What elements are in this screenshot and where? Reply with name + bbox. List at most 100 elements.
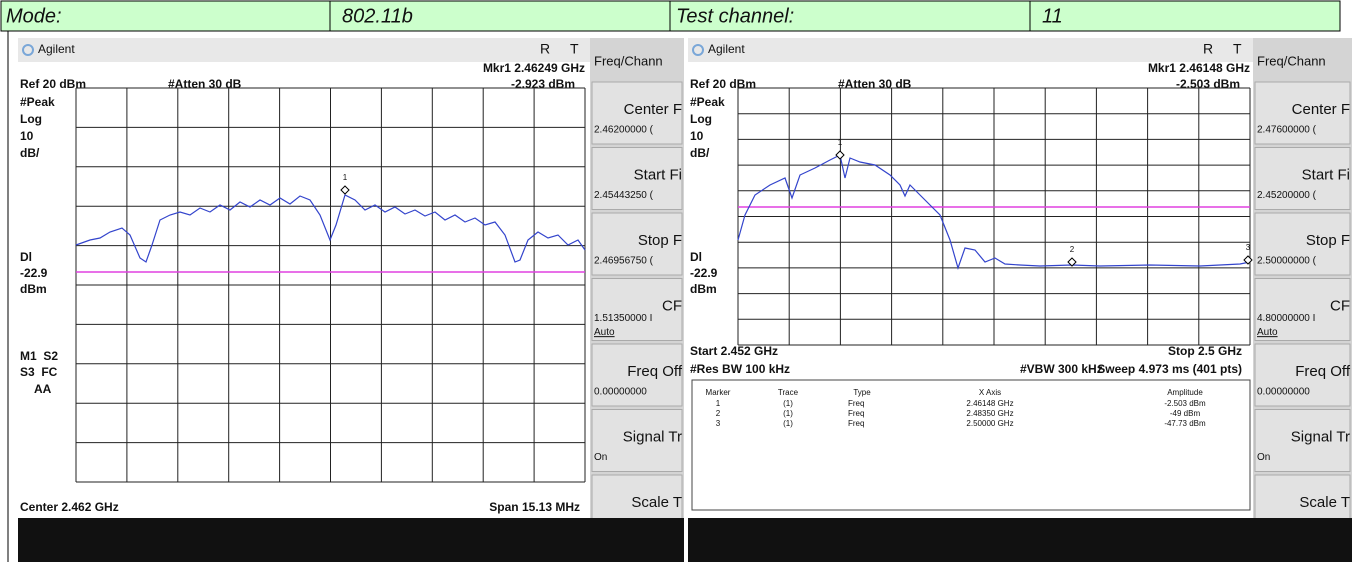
- marker-diamond: [340, 185, 350, 195]
- softkey-name: Scale T: [631, 494, 682, 511]
- softkey-value: 2.45200000 (: [1257, 190, 1317, 201]
- side-label: -22.9: [20, 266, 48, 280]
- side-label: #Peak: [690, 95, 725, 109]
- marker-table: [691, 379, 1251, 511]
- table-cell: Freq: [848, 399, 864, 408]
- bottom-label: Center 2.462 GHz: [20, 500, 119, 514]
- softkey-sub: Auto: [1257, 327, 1278, 338]
- softkey-name: Freq Off: [1295, 363, 1351, 380]
- softkey[interactable]: [1254, 212, 1351, 276]
- softkey-value: 2.47600000 (: [1257, 125, 1317, 136]
- softkey-name: Signal Tr: [1291, 428, 1350, 445]
- softkey[interactable]: [591, 212, 683, 276]
- side-label: Dl: [20, 250, 32, 264]
- header-cell: [1029, 0, 1341, 32]
- softkey[interactable]: [1254, 343, 1351, 407]
- table-cell: -2.503 dBm: [1164, 399, 1206, 408]
- marker-diamond: [1243, 255, 1253, 265]
- bottom-label: Span 15.13 MHz: [489, 500, 580, 514]
- softkey[interactable]: [1254, 81, 1351, 145]
- side-label: S3 FC: [20, 365, 58, 379]
- brand-icon: [22, 44, 34, 56]
- trace: [737, 154, 1251, 270]
- table-cell: Freq: [848, 409, 864, 418]
- side-label: 10: [690, 129, 704, 143]
- side-label: AA: [34, 382, 52, 396]
- header-cell: [669, 0, 1031, 32]
- softkey-name: Scale T: [1299, 494, 1350, 511]
- side-label: #Peak: [20, 95, 55, 109]
- header-value: 11: [1042, 5, 1063, 27]
- brand-icon: [692, 44, 704, 56]
- header-cell: [329, 0, 671, 32]
- table-cell: 3: [716, 419, 721, 428]
- softkey-value: 1.51350000 I: [594, 313, 652, 324]
- side-label: dBm: [690, 282, 717, 296]
- header-label: Mode:: [6, 5, 62, 27]
- softkey-value: 0.00000000: [594, 387, 647, 398]
- softkey-value: On: [1257, 452, 1270, 463]
- softkey[interactable]: [591, 81, 683, 145]
- softkey[interactable]: [591, 343, 683, 407]
- softkey-name: Center F: [624, 101, 682, 118]
- status-bar: [688, 518, 1352, 562]
- softkey[interactable]: [1254, 409, 1351, 472]
- attenuation: #Atten 30 dB: [838, 77, 912, 91]
- table-cell: 2.46148 GHz: [966, 399, 1013, 408]
- table-header: Amplitude: [1167, 388, 1203, 397]
- ref-level: Ref 20 dBm: [20, 77, 86, 91]
- softkey-value: 0.00000000: [1257, 387, 1310, 398]
- softkey-value: Log: [594, 518, 611, 529]
- table-header: Type: [853, 388, 871, 397]
- table-cell: 2.50000 GHz: [966, 419, 1013, 428]
- side-label: dB/: [690, 146, 710, 160]
- marker-readout: Mkr1 2.46249 GHz: [483, 61, 585, 75]
- table-cell: Freq: [848, 419, 864, 428]
- marker-diamond: [1067, 257, 1077, 267]
- header-cell: [0, 0, 331, 32]
- side-label: -22.9: [690, 266, 718, 280]
- softkey[interactable]: [591, 278, 683, 341]
- bottom-label: Stop 2.5 GHz: [1168, 344, 1242, 358]
- header-row: [0, 0, 1341, 32]
- table-cell: 2.48350 GHz: [966, 409, 1013, 418]
- ref-level: Ref 20 dBm: [690, 77, 756, 91]
- softkey[interactable]: [1254, 278, 1351, 341]
- side-label: 10: [20, 129, 34, 143]
- softkey[interactable]: [591, 409, 683, 472]
- softkey-value: On: [594, 452, 607, 463]
- side-label: M1 S2: [20, 349, 58, 363]
- bottom-label: Sweep 4.973 ms (401 pts): [1097, 362, 1242, 376]
- table-cell: 2: [716, 409, 721, 418]
- brand: Agilent: [708, 42, 745, 56]
- softkey-value: 2.46956750 (: [594, 256, 654, 267]
- table-header: Trace: [778, 388, 799, 397]
- bottom-label: #VBW 300 kHz: [1020, 362, 1103, 376]
- marker-diamond: [835, 150, 845, 160]
- title-bar: [688, 38, 1253, 62]
- status-bar: [18, 518, 684, 562]
- softkey-value: 2.45443250 (: [594, 190, 654, 201]
- table-header: Marker: [706, 388, 731, 397]
- softkey-name: Signal Tr: [623, 428, 682, 445]
- softkey[interactable]: [591, 147, 683, 210]
- softkey-name: Freq Off: [627, 363, 683, 380]
- softkey-name: Start Fi: [1302, 166, 1350, 183]
- table-header: X Axis: [979, 388, 1001, 397]
- table-cell: (1): [783, 419, 793, 428]
- table-cell: -47.73 dBm: [1164, 419, 1206, 428]
- softkey[interactable]: [1254, 147, 1351, 210]
- softkey-name: Stop F: [1306, 232, 1350, 249]
- softkey-name: Stop F: [638, 232, 682, 249]
- brand: Agilent: [38, 42, 75, 56]
- menu-title: Freq/Chann: [1257, 53, 1326, 68]
- status: T: [570, 41, 579, 57]
- softkey-value: 2.46200000 (: [594, 125, 654, 136]
- title-bar: [18, 38, 590, 62]
- trace: [75, 194, 586, 263]
- table-cell: -49 dBm: [1170, 409, 1201, 418]
- status: R: [1203, 41, 1213, 57]
- softkey-value: Log: [1257, 518, 1274, 529]
- side-label: dBm: [20, 282, 47, 296]
